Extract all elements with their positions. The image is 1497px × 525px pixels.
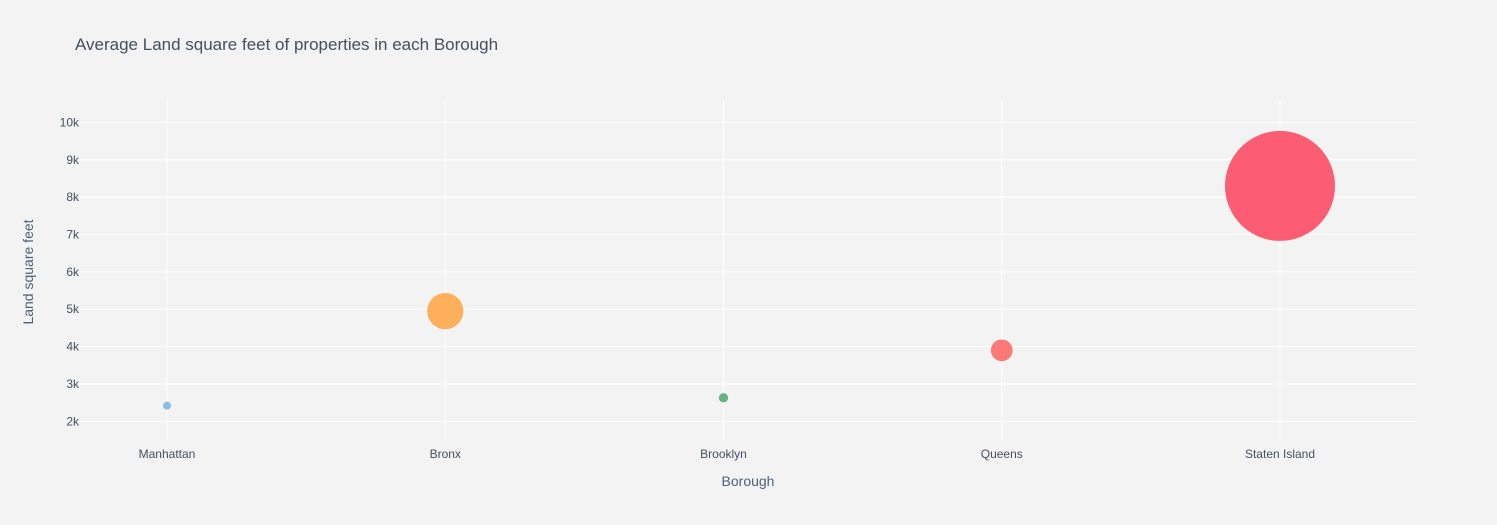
y-axis-title: Land square feet [20,219,36,324]
y-tick-labels: 2k 3k 4k 5k 6k 7k 8k 9k 10k [60,115,80,428]
y-tick-label: 3k [66,377,80,391]
grid-layer [80,100,1416,440]
y-tick-label: 8k [66,190,80,204]
bubble-marker[interactable] [427,292,464,330]
y-tick-label: 7k [66,228,80,242]
y-tick-label: 9k [66,153,80,167]
y-tick-label: 5k [66,302,80,316]
y-tick-label: 2k [66,414,80,428]
x-tick-labels: Manhattan Bronx Brooklyn Queens Staten Islan… [139,447,1315,461]
bubble-markers [163,130,1335,410]
x-tick-label: Manhattan [139,447,196,461]
y-tick-label: 6k [66,265,80,279]
bubble-marker[interactable] [990,339,1013,362]
bubble-marker[interactable] [1225,130,1335,241]
y-tick-label: 10k [60,115,80,129]
x-axis-title: Borough [722,473,775,489]
y-tick-label: 4k [66,340,80,354]
bubble-marker[interactable] [718,393,729,403]
x-tick-label: Bronx [430,447,461,461]
x-tick-label: Queens [981,447,1023,461]
bubble-marker[interactable] [163,401,171,410]
x-tick-label: Staten Island [1245,447,1315,461]
x-tick-label: Brooklyn [700,447,747,461]
chart-title: Average Land square feet of properties i… [75,35,498,54]
